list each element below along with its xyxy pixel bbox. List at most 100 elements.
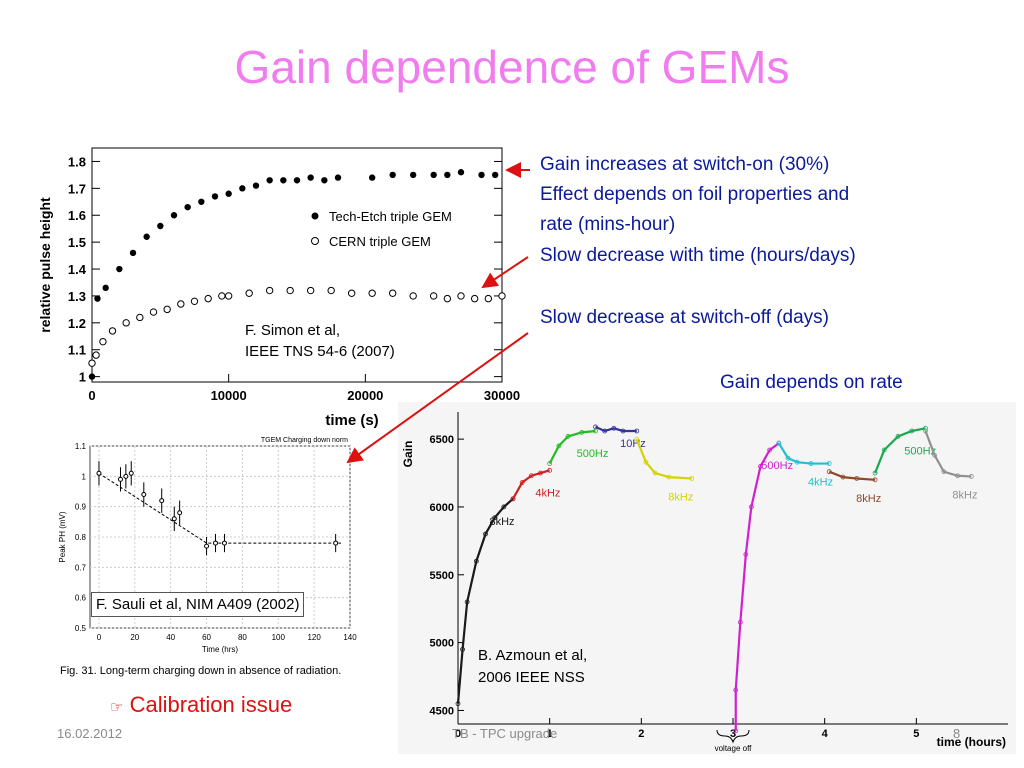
- cern-point: [484, 294, 493, 303]
- azmoun-data-point: [785, 455, 791, 461]
- azmoun-x-tick-label: 1: [547, 728, 553, 740]
- tech-etch-point: [116, 265, 123, 273]
- tech-etch-point: [225, 190, 232, 197]
- azmoun-data-point: [565, 434, 571, 439]
- tech-etch-point: [94, 295, 101, 302]
- bullet-slow-decrease-time: Slow decrease with time (hours/days): [540, 245, 856, 266]
- cern-point: [88, 359, 96, 367]
- sauli-y-tick-label: 0.8: [75, 533, 87, 542]
- simon-x-tick-label: 20000: [347, 388, 383, 403]
- azmoun-data-point: [611, 425, 617, 431]
- sauli-data-point: [141, 492, 147, 498]
- azmoun-data-point: [643, 459, 649, 465]
- tech-etch-point: [184, 203, 191, 211]
- sauli-trend-line: [98, 472, 342, 544]
- sauli-x-tick-label: 60: [202, 633, 211, 642]
- tech-etch-point: [457, 169, 465, 176]
- azmoun-y-tick-label: 6000: [430, 502, 454, 514]
- cern-point: [163, 305, 171, 314]
- sauli-data-point: [128, 470, 134, 476]
- azmoun-data-point: [881, 447, 887, 453]
- azmoun-data-point: [666, 474, 672, 480]
- sauli-y-tick-label: 1: [82, 472, 87, 481]
- azmoun-gain-segment: [512, 469, 550, 500]
- azmoun-data-point: [620, 428, 626, 434]
- simon-legend-marker: [311, 237, 319, 245]
- tech-etch-point: [143, 233, 150, 240]
- tech-etch-point: [239, 185, 246, 192]
- tech-etch-point: [198, 198, 205, 205]
- azmoun-data-point: [854, 476, 860, 481]
- azmoun-data-point: [909, 428, 915, 434]
- simon-y-tick-label: 1.1: [68, 343, 86, 358]
- sauli-x-tick-label: 40: [166, 633, 175, 642]
- sauli-data-point: [177, 510, 183, 516]
- simon-x-axis-label: time (s): [325, 412, 378, 429]
- azmoun-data-point: [593, 424, 598, 430]
- azmoun-data-point: [547, 467, 553, 473]
- tech-etch-point: [170, 212, 178, 219]
- azmoun-data-point: [872, 470, 878, 476]
- azmoun-data-point: [519, 480, 525, 485]
- azmoun-x-tick-label: 4: [822, 728, 829, 740]
- azmoun-data-point: [808, 461, 814, 466]
- sauli-data-point: [117, 476, 123, 482]
- azmoun-y-tick-label: 4500: [430, 705, 454, 717]
- tech-etch-point: [307, 174, 314, 181]
- simon-y-tick-label: 1.3: [68, 289, 86, 304]
- azmoun-data-point: [758, 463, 763, 469]
- sauli-x-tick-label: 120: [307, 633, 321, 642]
- simon-citation-line1: F. Simon et al,: [245, 322, 341, 339]
- cern-point: [149, 308, 158, 316]
- tech-etch-point: [252, 182, 260, 189]
- tech-etch-point: [293, 177, 301, 184]
- sauli-data-point: [333, 540, 339, 546]
- cern-point: [368, 289, 376, 297]
- sauli-y-tick-label: 0.5: [75, 624, 87, 633]
- rate-dependence-label: Gain depends on rate: [720, 372, 903, 393]
- cern-point: [108, 327, 117, 335]
- azmoun-data-point: [968, 474, 974, 479]
- azmoun-data-point: [634, 428, 640, 434]
- azmoun-y-tick-label: 6500: [430, 434, 454, 446]
- azmoun-data-point: [955, 473, 960, 479]
- cern-point: [306, 286, 315, 295]
- sauli-data-point: [213, 540, 219, 546]
- sauli-x-tick-label: 20: [130, 633, 139, 642]
- azmoun-data-point: [748, 504, 754, 510]
- azmoun-rate-label: 8kHz: [490, 516, 515, 528]
- simon-y-tick-label: 1.7: [68, 181, 86, 196]
- azmoun-data-point: [579, 429, 585, 435]
- tech-etch-point: [129, 249, 137, 257]
- azmoun-data-point: [895, 434, 901, 439]
- tech-etch-point: [444, 171, 451, 179]
- azmoun-gain-segment: [548, 429, 596, 465]
- tech-etch-point: [211, 193, 219, 200]
- tech-etch-point: [430, 171, 437, 179]
- cern-point: [218, 292, 226, 300]
- bullet-gain-switch-on: Gain increases at switch-on (30%): [540, 154, 830, 175]
- voltage-off-brace: [716, 729, 750, 744]
- simon-x-tick-label: 10000: [211, 388, 247, 403]
- simon-y-tick-label: 1: [79, 370, 86, 385]
- azmoun-data-point: [528, 473, 534, 479]
- azmoun-data-point: [510, 496, 516, 502]
- cern-point: [470, 294, 479, 303]
- azmoun-data-point: [932, 453, 938, 458]
- azmoun-data-point: [872, 477, 878, 483]
- azmoun-x-tick-label: 5: [913, 728, 919, 740]
- cern-point: [224, 292, 233, 300]
- azmoun-gain-segment: [734, 442, 780, 731]
- sauli-chart-title: TGEM Charging down norm: [261, 437, 348, 444]
- bullet-rate: rate (mins-hour): [540, 214, 676, 235]
- sauli-y-tick-label: 0.9: [75, 503, 87, 512]
- tech-etch-point: [321, 177, 328, 184]
- azmoun-data-point: [941, 469, 947, 475]
- azmoun-data-point: [556, 443, 562, 449]
- simon-y-tick-label: 1.4: [68, 262, 87, 277]
- simon-legend-entry: Tech-Etch triple GEM: [329, 209, 452, 224]
- cern-point: [92, 351, 100, 359]
- azmoun-voltage-off-label: voltage off: [715, 744, 753, 753]
- azmoun-data-point: [767, 447, 773, 453]
- footer-date: 16.02.2012: [57, 726, 123, 741]
